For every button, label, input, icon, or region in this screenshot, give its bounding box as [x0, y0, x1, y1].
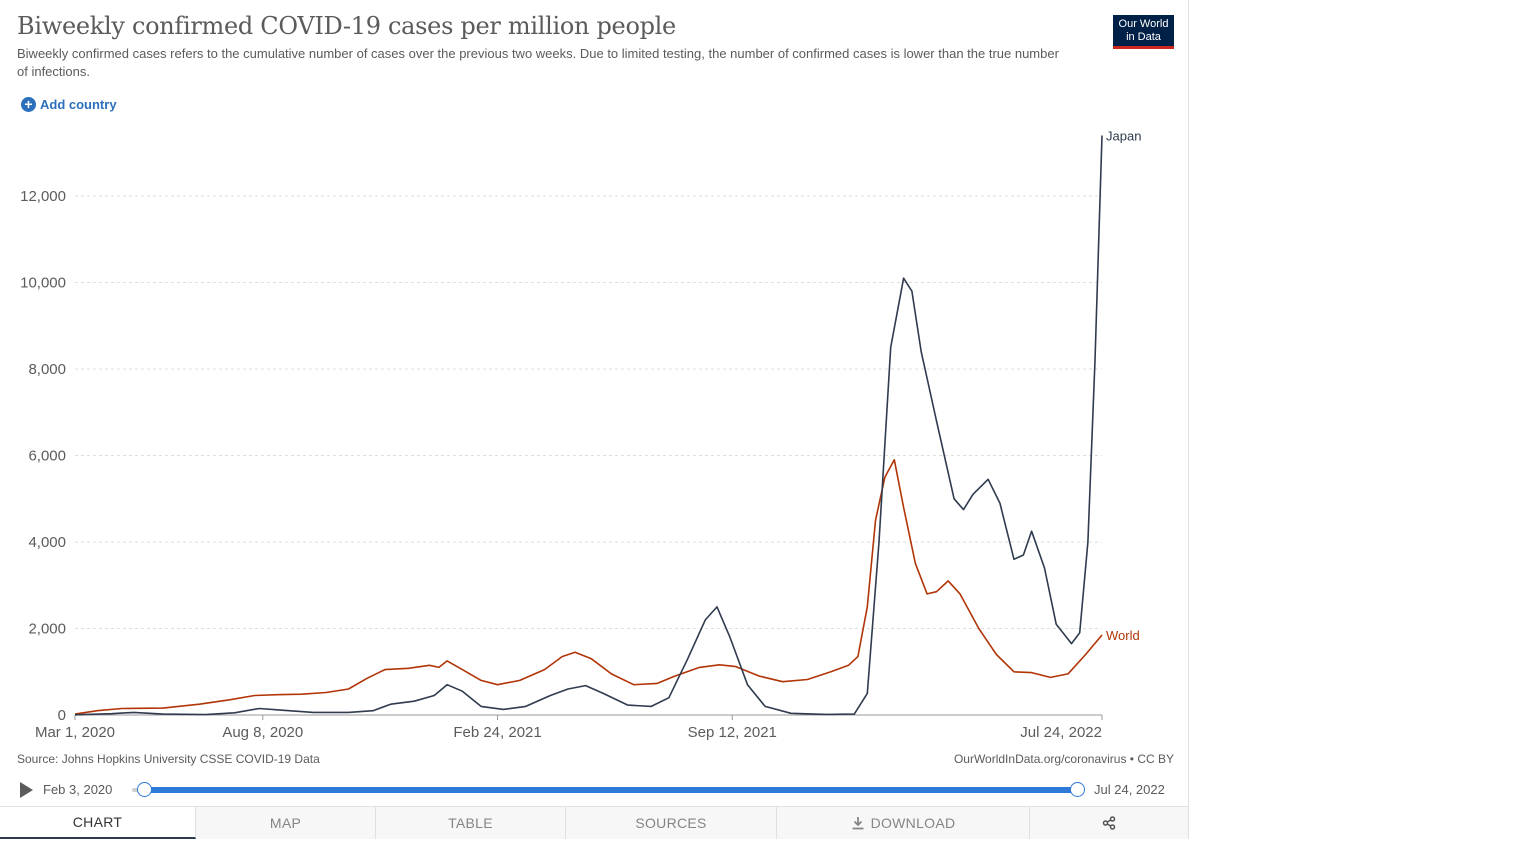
series-line-japan: [74, 135, 1103, 716]
chart-title: Biweekly confirmed COVID-19 cases per mi…: [17, 12, 676, 40]
series-line-world: [74, 458, 1103, 715]
x-tick-label: Feb 24, 2021: [453, 724, 541, 741]
y-tick-label: 4,000: [28, 534, 66, 551]
tab-chart[interactable]: CHART: [0, 807, 196, 839]
x-tick-label: Aug 8, 2020: [222, 724, 303, 741]
timeline-end-label: Jul 24, 2022: [1094, 782, 1165, 797]
owid-logo[interactable]: Our World in Data: [1113, 15, 1174, 49]
tab-map-label: MAP: [269, 815, 302, 831]
chart-frame: Biweekly confirmed COVID-19 cases per mi…: [0, 0, 1189, 839]
x-tick-label: Sep 12, 2021: [688, 724, 777, 741]
series-label-japan: Japan: [1106, 128, 1141, 143]
tab-download[interactable]: DOWNLOAD: [777, 807, 1030, 839]
tab-chart-label: CHART: [72, 814, 123, 830]
tab-table-label: TABLE: [448, 815, 493, 831]
tab-sources-label: SOURCES: [635, 815, 707, 831]
timeline-start-label: Feb 3, 2020: [43, 782, 113, 797]
y-tick-label: 10,000: [20, 275, 66, 292]
tab-sources[interactable]: SOURCES: [566, 807, 777, 839]
series-label-world: World: [1106, 628, 1140, 643]
tab-bar: CHART MAP TABLE SOURCES DOWNLOAD: [0, 806, 1188, 839]
y-tick-label: 2,000: [28, 621, 66, 638]
logo-line-2: in Data: [1126, 31, 1161, 43]
x-tick-label: Mar 1, 2020: [35, 724, 115, 741]
x-tick-label: Jul 24, 2022: [1020, 724, 1102, 741]
play-icon[interactable]: [20, 782, 33, 798]
timeline-start-handle[interactable]: [137, 782, 153, 797]
y-tick-label: 0: [58, 707, 66, 724]
timeline-end-handle[interactable]: [1070, 782, 1085, 797]
tab-share[interactable]: [1030, 807, 1188, 839]
timeline: Feb 3, 2020 Jul 24, 2022: [0, 777, 1188, 803]
logo-line-1: Our World: [1118, 18, 1169, 30]
source-note[interactable]: Source: Johns Hopkins University CSSE CO…: [17, 752, 320, 766]
tab-table[interactable]: TABLE: [376, 807, 566, 839]
download-icon: [852, 817, 864, 830]
add-country-button[interactable]: + Add country: [21, 97, 117, 112]
y-tick-label: 6,000: [28, 448, 66, 465]
timeline-selected-range: [144, 787, 1078, 793]
chart-subtitle: Biweekly confirmed cases refers to the c…: [17, 46, 1059, 79]
y-tick-label: 12,000: [20, 188, 66, 205]
tab-download-label: DOWNLOAD: [870, 815, 956, 831]
credit-link[interactable]: OurWorldInData.org/coronavirus • CC BY: [953, 752, 1174, 766]
line-chart: 0 2,000 4,000 6,000 8,000 10,000 12,000 Mar 1, …: [20, 128, 1141, 741]
tab-map[interactable]: MAP: [196, 807, 376, 839]
y-tick-label: 8,000: [28, 361, 66, 378]
add-country-label: Add country: [40, 97, 117, 112]
plus-circle-icon: +: [21, 97, 36, 112]
share-icon: [1102, 816, 1116, 830]
